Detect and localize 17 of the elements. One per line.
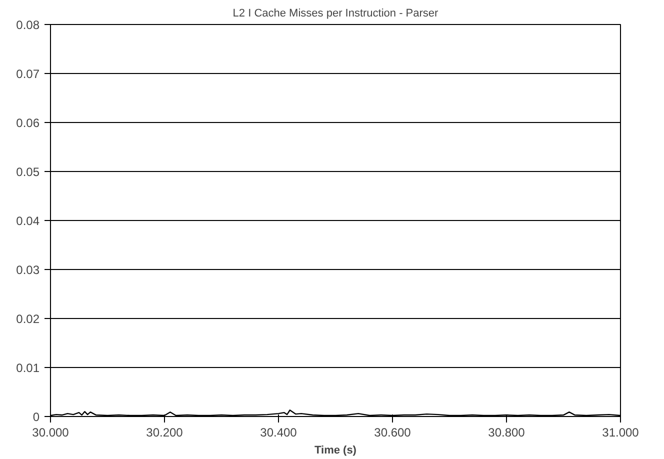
y-tick-label: 0.01 — [16, 361, 40, 375]
x-tick-label: 30.400 — [260, 426, 298, 440]
y-tick-label: 0.06 — [16, 116, 40, 130]
y-tick-label: 0.03 — [16, 263, 40, 277]
x-tick-label: 30.200 — [146, 426, 184, 440]
y-tick-label: 0.02 — [16, 312, 40, 326]
x-tick-label: 30.800 — [488, 426, 526, 440]
y-tick-label: 0 — [32, 410, 40, 424]
x-tick-label: 31.000 — [602, 426, 640, 440]
x-tick-label: 30.000 — [32, 426, 70, 440]
y-tick-label: 0.04 — [16, 214, 40, 228]
x-tick-label: 30.600 — [374, 426, 412, 440]
x-axis-title: Time (s) — [314, 444, 357, 456]
y-tick-label: 0.05 — [16, 165, 40, 179]
chart-title: L2 I Cache Misses per Instruction - Parser — [232, 8, 439, 20]
y-tick-label: 0.07 — [16, 67, 40, 81]
y-tick-label: 0.08 — [16, 18, 40, 32]
